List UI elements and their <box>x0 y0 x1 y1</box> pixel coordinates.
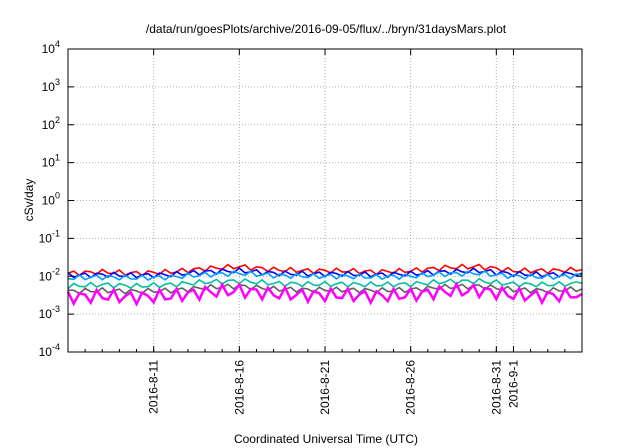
y-axis-label: cSv/day <box>22 179 36 222</box>
x-axis: 2016-8-11 2016-8-16 2016-8-21 2016-8-26 2016… <box>84 49 566 415</box>
series-line-3 <box>67 270 583 281</box>
y-axis: 10-4 10-3 10-2 10-1 100 101 102 103 104 <box>39 39 582 359</box>
y-tick-label: 10-3 <box>39 304 60 321</box>
chart-title: /data/run/goesPlots/archive/2016-09-05/f… <box>146 22 507 36</box>
x-tick-label: 2016-8-16 <box>232 360 246 415</box>
series-line-1 <box>67 263 583 277</box>
x-tick-label: 2016-8-11 <box>147 360 161 414</box>
y-tick-label: 101 <box>42 153 60 170</box>
series-line-5 <box>67 283 583 295</box>
y-tick-label: 102 <box>42 115 60 132</box>
y-tick-label: 104 <box>42 39 60 56</box>
y-tick-label: 103 <box>42 77 60 94</box>
series-line-4 <box>67 277 583 290</box>
y-tick-label: 10-1 <box>39 228 60 245</box>
grid <box>68 49 582 352</box>
x-tick-label: 2016-8-21 <box>318 360 332 415</box>
y-tick-label: 100 <box>42 191 60 208</box>
x-tick-label: 2016-9-1 <box>506 360 520 408</box>
y-tick-label: 10-2 <box>39 266 60 283</box>
x-tick-label: 2016-8-31 <box>489 360 503 415</box>
x-tick-label: 2016-8-26 <box>404 360 418 415</box>
series-layer <box>66 263 583 307</box>
y-tick-label: 10-4 <box>39 342 60 359</box>
series-line-6 <box>66 281 583 307</box>
x-axis-label: Coordinated Universal Time (UTC) <box>234 432 418 446</box>
